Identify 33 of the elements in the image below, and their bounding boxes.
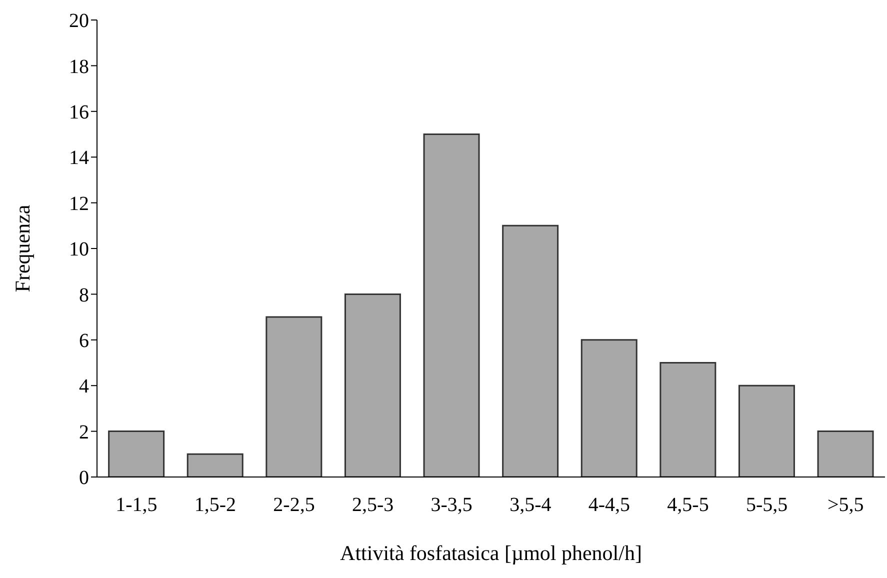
x-tick-label: 3,5-4 bbox=[510, 494, 552, 516]
bar bbox=[738, 384, 795, 477]
x-tick-label: 2-2,5 bbox=[273, 494, 315, 516]
y-axis-title: Frequenza bbox=[10, 204, 34, 292]
y-tick-label: 4 bbox=[79, 376, 89, 398]
y-tick-label: 0 bbox=[79, 467, 89, 490]
x-tick-label: 4-4,5 bbox=[588, 494, 630, 516]
y-tick-label: 8 bbox=[79, 284, 89, 306]
x-tick-label: 4,5-5 bbox=[667, 494, 709, 516]
y-tick-label: 6 bbox=[79, 330, 89, 352]
y-tick-label: 18 bbox=[69, 56, 89, 78]
bar bbox=[186, 453, 244, 477]
bar bbox=[660, 362, 716, 477]
bar bbox=[502, 224, 559, 477]
bar bbox=[580, 339, 638, 477]
bar bbox=[344, 293, 401, 477]
x-tick-label: 1,5-2 bbox=[194, 494, 236, 516]
bar bbox=[108, 430, 165, 477]
x-tick-label: 5-5,5 bbox=[746, 494, 788, 516]
x-tick-label: 1-1,5 bbox=[116, 494, 158, 516]
bar bbox=[423, 134, 480, 477]
x-tick-label: 3-3,5 bbox=[430, 494, 472, 516]
y-tick-label: 10 bbox=[69, 238, 89, 261]
y-tick-label: 16 bbox=[69, 102, 89, 124]
y-tick-label: 12 bbox=[69, 192, 89, 215]
y-tick-label: 2 bbox=[79, 421, 89, 444]
x-axis-title: Attività fosfatasica [µmol phenol/h] bbox=[340, 541, 642, 565]
bar bbox=[817, 430, 874, 477]
bar bbox=[266, 316, 322, 477]
x-tick-label: >5,5 bbox=[827, 494, 864, 516]
x-tick-label: 2,5-3 bbox=[352, 494, 394, 516]
y-tick-label: 14 bbox=[69, 147, 89, 170]
y-tick-label: 20 bbox=[69, 10, 89, 32]
